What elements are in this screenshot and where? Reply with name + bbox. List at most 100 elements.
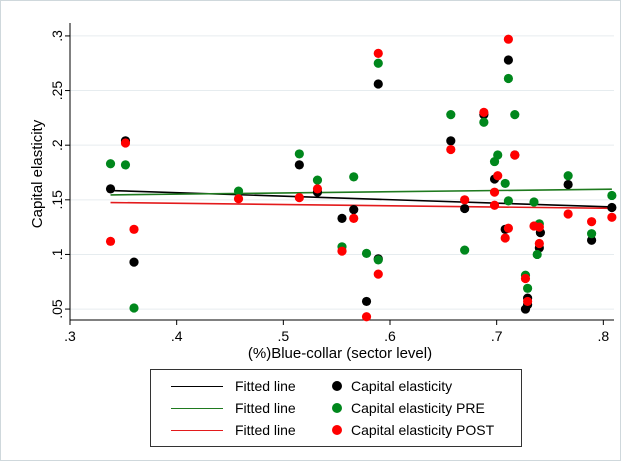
y-tick-label: .25 [49,81,65,101]
legend: Fitted line Capital elasticity Fitted li… [150,369,522,447]
data-point [349,213,359,223]
data-point [312,184,323,194]
data-point [489,187,500,197]
data-point [446,136,456,146]
data-point [294,149,304,159]
data-point [105,184,116,194]
data-point [349,172,359,182]
data-point [493,150,503,160]
data-point [460,195,470,205]
data-point [529,197,539,207]
data-point [446,144,456,155]
data-point [493,171,503,181]
data-point [349,205,359,215]
grid-lines [70,35,614,310]
legend-item-capital-elasticity-pre: Capital elasticity PRE [332,398,485,418]
data-point [294,193,304,203]
data-point [534,238,544,249]
data-point [503,223,513,233]
data-point [587,229,597,239]
y-tick-label: .05 [49,299,65,319]
legend-item-fitted-black: Fitted line [171,376,296,396]
data-point [373,269,383,279]
legend-label: Fitted line [235,378,296,394]
data-point [120,138,131,148]
data-point [105,236,116,246]
fitted-line [110,201,612,210]
data-point [460,245,470,255]
data-point [460,203,470,214]
legend-label: Fitted line [235,422,296,438]
data-point [294,160,304,170]
data-point [520,273,531,284]
data-point [500,233,510,243]
data-point [129,224,139,234]
data-point [503,196,513,206]
data-point [479,117,489,127]
data-point [523,283,533,293]
x-tick-label: .3 [64,328,76,344]
data-point [503,34,513,44]
legend-label: Capital elasticity PRE [351,400,485,416]
data-point [105,159,116,169]
legend-label: Fitted line [235,400,296,416]
data-point [534,222,544,232]
data-point [361,248,372,258]
axes: .05 .1 .15 .2 .25 .3 .3 .4 .5 .6 .7 .8 [49,23,614,344]
legend-label: Capital elasticity POST [351,422,495,438]
legend-dot-swatch [332,425,342,435]
data-point [523,296,533,307]
legend-item-fitted-green: Fitted line [171,398,296,418]
legend-item-fitted-red: Fitted line [171,420,296,440]
data-point [446,109,456,120]
legend-label: Capital elasticity [351,378,453,394]
fitted-line [110,188,612,196]
x-tick-label: .8 [597,328,609,344]
data-point [503,55,513,65]
fitted-lines [110,188,612,210]
data-point [233,186,244,196]
legend-dot-swatch [332,381,342,391]
data-point [233,194,244,204]
data-point [312,175,323,185]
data-point [373,48,383,59]
legend-line-swatch [171,429,223,431]
data-point [510,150,520,160]
data-point [361,296,372,307]
data-point [479,107,489,118]
y-tick-label: .15 [49,190,65,210]
data-point [587,217,597,227]
legend-dot-swatch [332,403,342,413]
data-point [607,202,617,213]
data-point [532,249,542,260]
legend-item-capital-elasticity-post: Capital elasticity POST [332,420,494,440]
data-point [373,255,383,265]
y-tick-label: .1 [49,248,65,260]
data-point [587,235,597,245]
data-point [373,58,383,68]
x-tick-label: .6 [384,328,396,344]
data-point [500,178,510,189]
x-tick-label: .7 [491,328,503,344]
data-point [129,303,139,313]
data-point [510,109,520,120]
data-point [563,209,573,219]
data-points [105,34,617,322]
data-point [607,212,617,222]
x-tick-label: .5 [277,328,289,344]
data-point [361,312,372,322]
y-axis-label: Capital elasticity [29,119,46,228]
data-point [563,171,573,181]
data-point [503,73,513,84]
data-point [337,246,347,256]
data-point [129,257,139,267]
data-point [337,213,347,223]
data-point [607,190,617,201]
legend-line-swatch [171,407,223,409]
data-point [563,179,573,190]
legend-line-swatch [171,385,223,387]
data-point [489,200,500,210]
data-point [373,79,383,89]
data-point [120,160,131,170]
